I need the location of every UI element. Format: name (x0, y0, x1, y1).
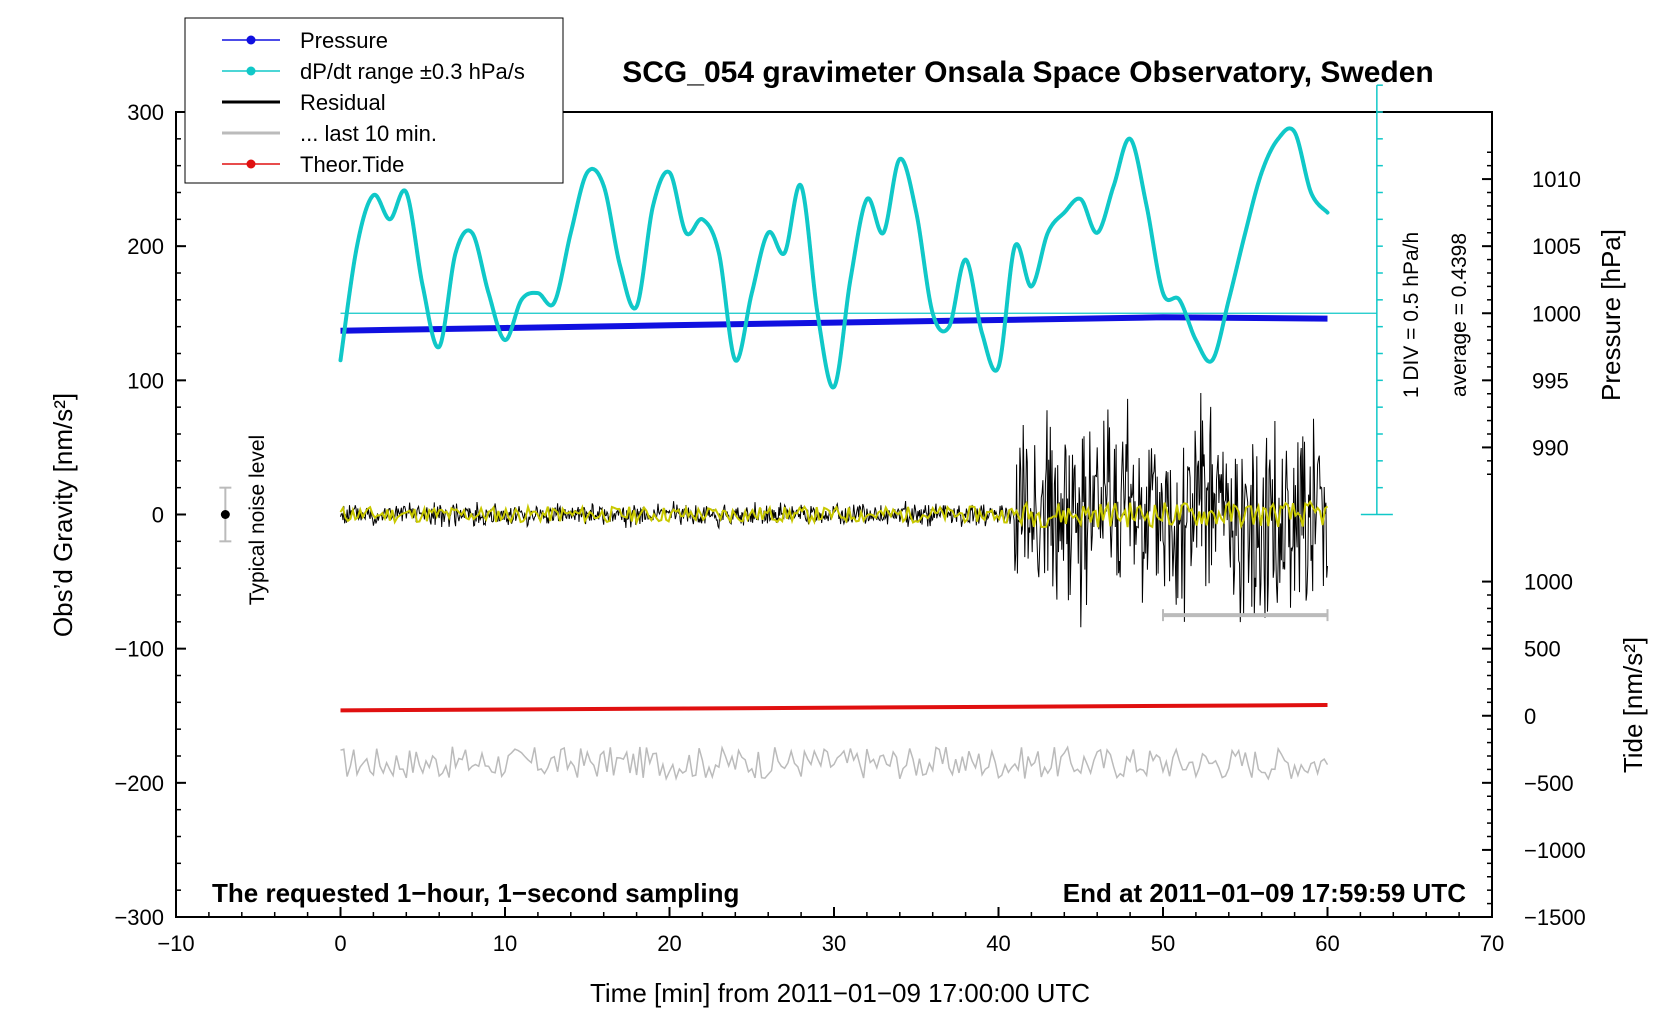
x-tick-label: 60 (1315, 931, 1339, 956)
x-tick-label: 20 (657, 931, 681, 956)
legend-marker (246, 35, 256, 45)
x-tick-label: 10 (493, 931, 517, 956)
noise-center-dot (220, 510, 230, 519)
dpdt-average-label: average = 0.4398 (1448, 233, 1471, 397)
tide-tick-label: −1000 (1524, 838, 1586, 863)
y-tick-label: −100 (114, 637, 164, 662)
x-axis-title: Time [min] from 2011−01−09 17:00:00 UTC (590, 978, 1090, 1008)
legend-marker (246, 66, 256, 76)
y-tick-label: 100 (127, 368, 164, 393)
legend-label: Residual (300, 90, 386, 115)
pressure-tick-label: 1000 (1532, 301, 1581, 326)
x-tick-label: 0 (334, 931, 346, 956)
pressure-line (340, 314, 1328, 334)
x-tick-label: 50 (1151, 931, 1175, 956)
legend-label: Theor.Tide (300, 152, 404, 177)
tide-tick-label: −1500 (1524, 905, 1586, 930)
x-tick-label: 30 (822, 931, 846, 956)
legend-label: ... last 10 min. (300, 121, 437, 146)
tide-tick-label: 0 (1524, 704, 1536, 729)
x-tick-label: −10 (157, 931, 194, 956)
end-time-annotation: End at 2011−01−09 17:59:59 UTC (1063, 878, 1466, 908)
chart-title: SCG_054 gravimeter Onsala Space Observat… (622, 56, 1434, 89)
y-axis-title-pressure: Pressure [hPa] (1596, 229, 1626, 401)
y-tick-label: −200 (114, 771, 164, 796)
tide-tick-label: 1000 (1524, 570, 1573, 595)
legend-marker (246, 159, 256, 169)
tide-tick-label: 500 (1524, 637, 1561, 662)
legend-label: dP/dt range ±0.3 hPa/s (300, 59, 525, 84)
sampling-annotation: The requested 1−hour, 1−second sampling (212, 878, 739, 908)
pressure-tick-label: 1005 (1532, 234, 1581, 259)
pressure-tick-label: 995 (1532, 368, 1569, 393)
y-tick-label: 0 (152, 503, 164, 528)
dpdt-line (338, 126, 1330, 390)
y-axis-title-tide: Tide [nm/s²] (1618, 637, 1648, 773)
pressure-tick-label: 990 (1532, 435, 1569, 460)
y-tick-label: −300 (114, 905, 164, 930)
noise-trace-line (340, 745, 1329, 782)
residual-smoothed-line (339, 499, 1329, 530)
y-tick-label: 300 (127, 100, 164, 125)
pressure-tick-label: 1010 (1532, 167, 1581, 192)
y-tick-label: 200 (127, 234, 164, 259)
legend-label: Pressure (300, 28, 388, 53)
y-axis-title-left: Obs’d Gravity [nm/s²] (48, 393, 78, 637)
tide-tick-label: −500 (1524, 771, 1574, 796)
dpdt-scale-label: 1 DIV = 0.5 hPa/h (1400, 232, 1423, 398)
x-tick-label: 70 (1480, 931, 1504, 956)
theor-tide-line (340, 703, 1328, 713)
x-tick-label: 40 (986, 931, 1010, 956)
noise-level-label: Typical noise level (246, 435, 269, 605)
